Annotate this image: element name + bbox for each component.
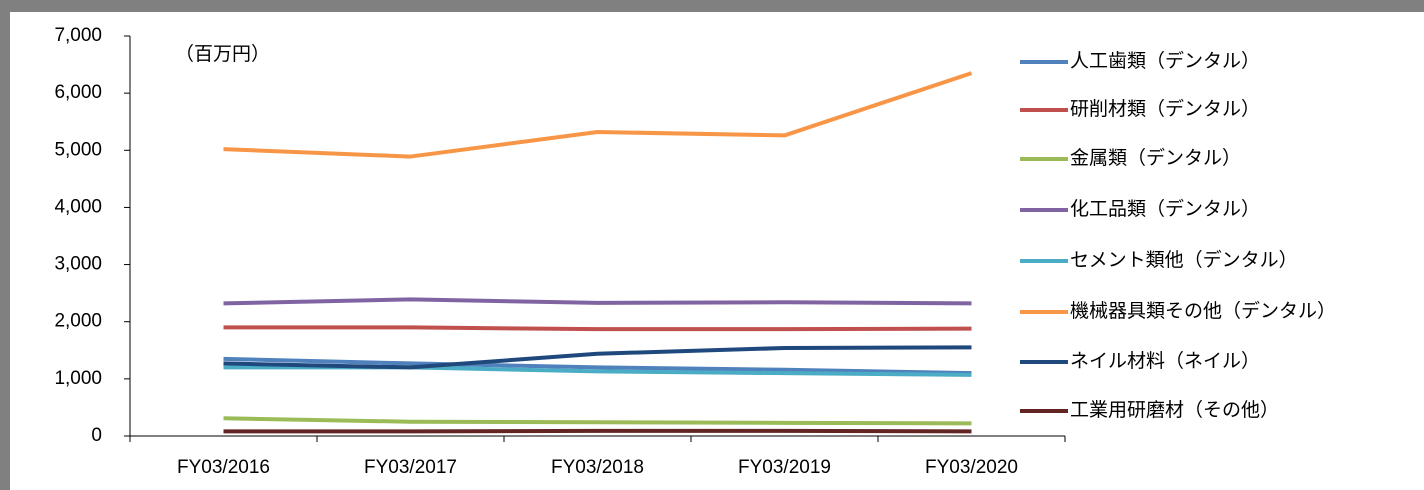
legend-label: 工業用研磨材（その他） [1070,399,1279,421]
series-line [223,416,972,426]
legend-label: 化工品類（デンタル） [1070,198,1260,220]
series-line [223,428,972,434]
series-line [223,71,973,159]
x-tick-label: FY03/2020 [925,457,1018,478]
y-tick-label: 0 [91,425,102,446]
legend-label: 人工歯類（デンタル） [1070,50,1260,72]
legend-label: 研削材類（デンタル） [1070,98,1260,120]
y-tick-label: 2,000 [54,311,102,332]
x-tick-label: FY03/2016 [177,457,270,478]
series-line [223,297,972,306]
y-tick-label: 4,000 [54,196,102,217]
series-line [223,325,972,332]
y-tick-label: 3,000 [54,254,102,275]
y-tick-label: 5,000 [54,139,102,160]
series-line [223,345,972,370]
y-tick-label: 7,000 [54,25,102,46]
frame-top [0,0,1424,12]
legend-label: セメント類他（デンタル） [1070,249,1298,271]
series-line [223,356,972,376]
y-tick-label: 6,000 [54,82,102,103]
x-tick-label: FY03/2018 [551,457,644,478]
legend-label: 機械器具類その他（デンタル） [1070,300,1336,322]
x-tick-label: FY03/2019 [738,457,831,478]
legend-label: 金属類（デンタル） [1070,147,1241,169]
x-tick-label: FY03/2017 [364,457,457,478]
y-tick-label: 1,000 [54,368,102,389]
legend-label: ネイル材料（ネイル） [1070,350,1260,372]
unit-annotation: （百万円） [175,43,270,65]
frame-left [0,0,10,490]
